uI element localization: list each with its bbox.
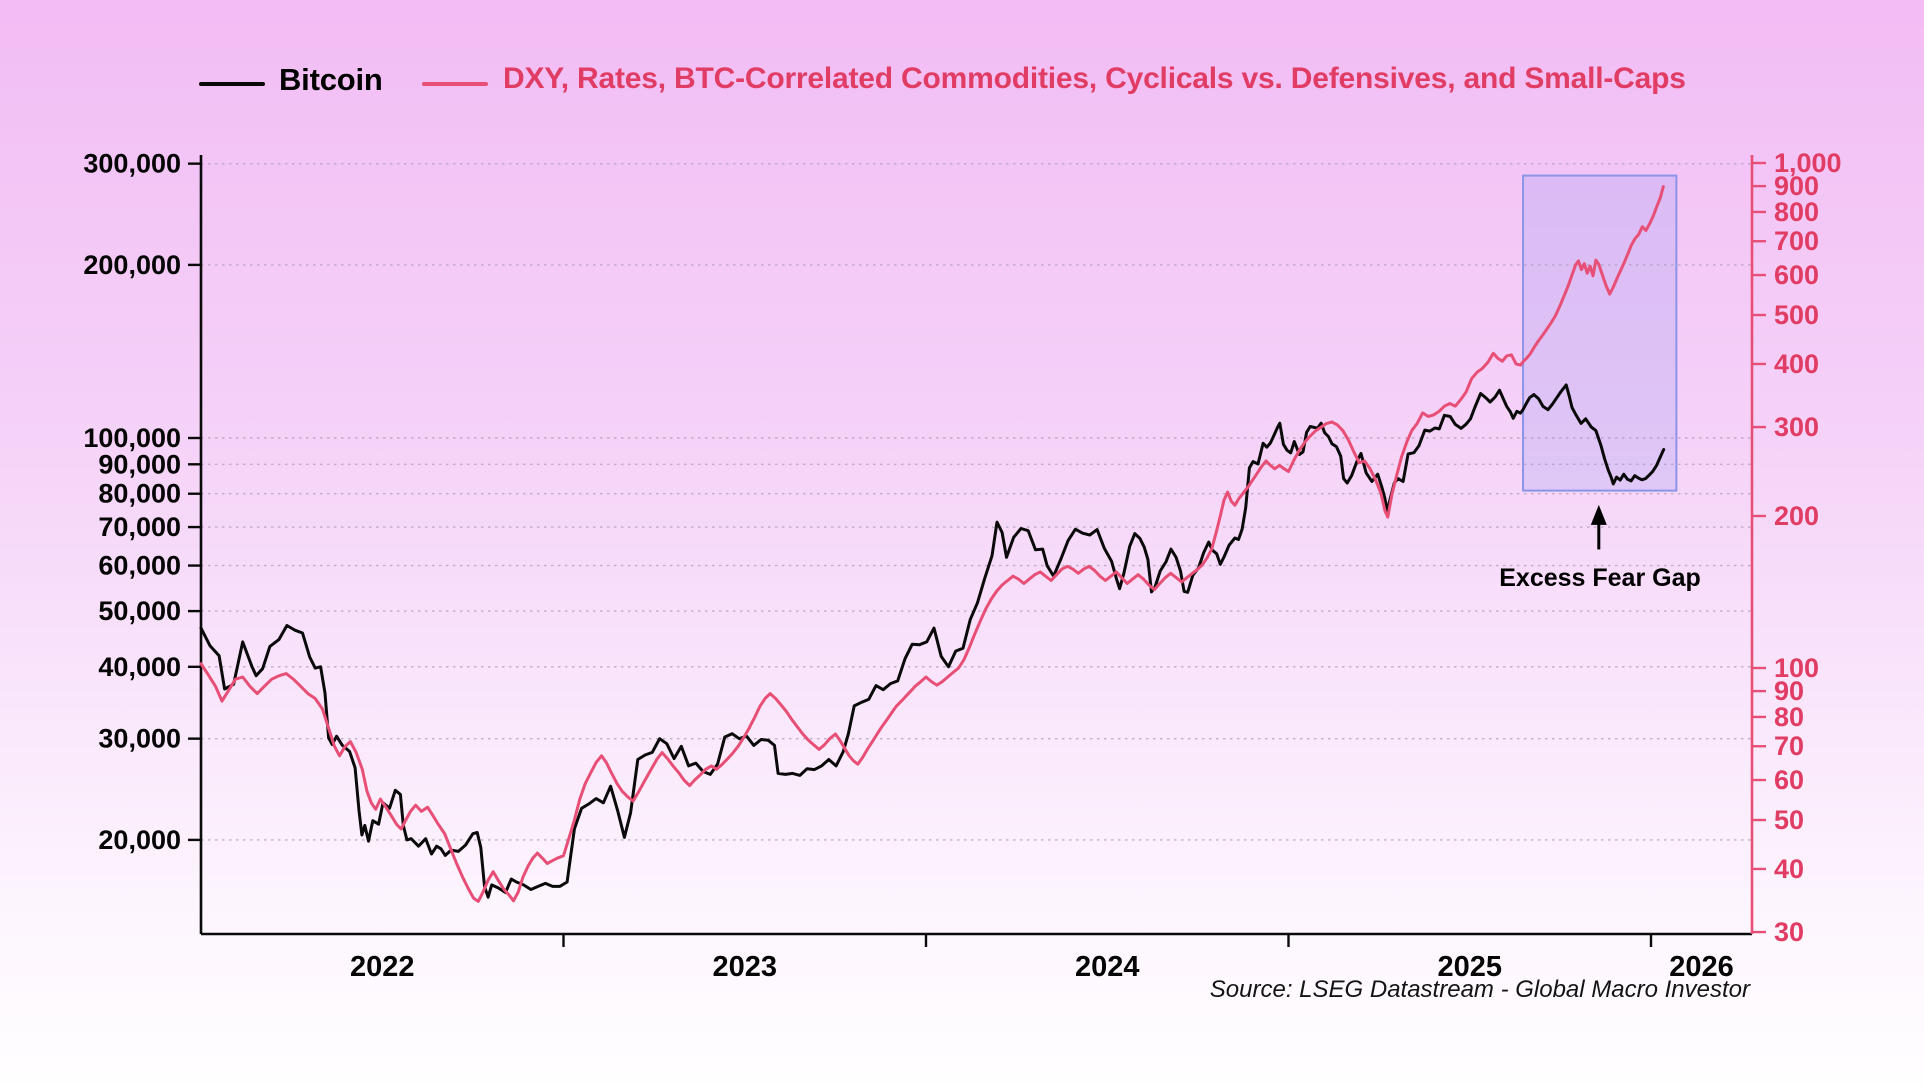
right-axis-tick-label: 100 bbox=[1774, 653, 1819, 683]
x-axis-year-label: 2023 bbox=[712, 951, 777, 983]
source-note: Source: LSEG Datastream - Global Macro I… bbox=[1209, 976, 1750, 1003]
legend-label-index: DXY, Rates, BTC-Correlated Commodities, … bbox=[503, 62, 1686, 95]
index-line bbox=[199, 185, 1665, 903]
right-axis-tick-label: 400 bbox=[1774, 349, 1819, 379]
left-axis-tick-label: 200,000 bbox=[83, 250, 181, 280]
x-axis-year-label: 2026 bbox=[1669, 951, 1734, 983]
left-axis-tick-label: 300,000 bbox=[83, 149, 181, 179]
x-axis-year-label: 2024 bbox=[1075, 951, 1140, 983]
right-axis-tick-label: 50 bbox=[1774, 805, 1804, 835]
bitcoin-line bbox=[199, 383, 1666, 899]
left-axis-tick-label: 40,000 bbox=[98, 652, 181, 682]
right-axis-tick-label: 30 bbox=[1774, 917, 1804, 947]
left-axis-tick-label: 30,000 bbox=[98, 724, 181, 754]
excess-fear-gap-label: Excess Fear Gap bbox=[1499, 564, 1701, 592]
right-axis-tick-label: 80 bbox=[1774, 702, 1804, 732]
right-axis-tick-label: 600 bbox=[1774, 260, 1819, 290]
x-axis-year-label: 2022 bbox=[350, 951, 415, 983]
legend-label-bitcoin: Bitcoin bbox=[279, 62, 383, 97]
left-axis-tick-label: 100,000 bbox=[83, 423, 181, 453]
arrow-head bbox=[1590, 504, 1607, 525]
right-axis-tick-label: 300 bbox=[1774, 412, 1819, 442]
right-axis-tick-label: 500 bbox=[1774, 300, 1819, 330]
legend: Bitcoin DXY, Rates, BTC-Correlated Commo… bbox=[0, 62, 1924, 102]
left-axis-tick-label: 60,000 bbox=[98, 551, 181, 581]
right-axis-tick-label: 200 bbox=[1774, 501, 1819, 531]
right-axis-tick-label: 40 bbox=[1774, 854, 1804, 884]
right-axis-tick-label: 60 bbox=[1774, 765, 1804, 795]
right-axis-tick-label: 800 bbox=[1774, 197, 1819, 227]
left-axis-tick-label: 50,000 bbox=[98, 596, 181, 626]
left-axis-tick-label: 70,000 bbox=[98, 512, 181, 542]
right-axis-tick-label: 700 bbox=[1774, 226, 1819, 256]
right-axis-tick-label: 90 bbox=[1774, 676, 1804, 706]
right-axis-tick-label: 70 bbox=[1774, 731, 1804, 761]
right-axis-tick-label: 900 bbox=[1774, 171, 1819, 201]
index-line-swatch bbox=[422, 82, 488, 86]
bitcoin-line-swatch bbox=[199, 82, 265, 86]
left-axis-tick-label: 20,000 bbox=[98, 825, 181, 855]
right-axis-tick-label: 1,000 bbox=[1774, 148, 1842, 178]
left-axis-tick-label: 80,000 bbox=[98, 479, 181, 509]
x-axis-year-label: 2025 bbox=[1437, 951, 1502, 983]
left-axis-tick-label: 90,000 bbox=[98, 449, 181, 479]
